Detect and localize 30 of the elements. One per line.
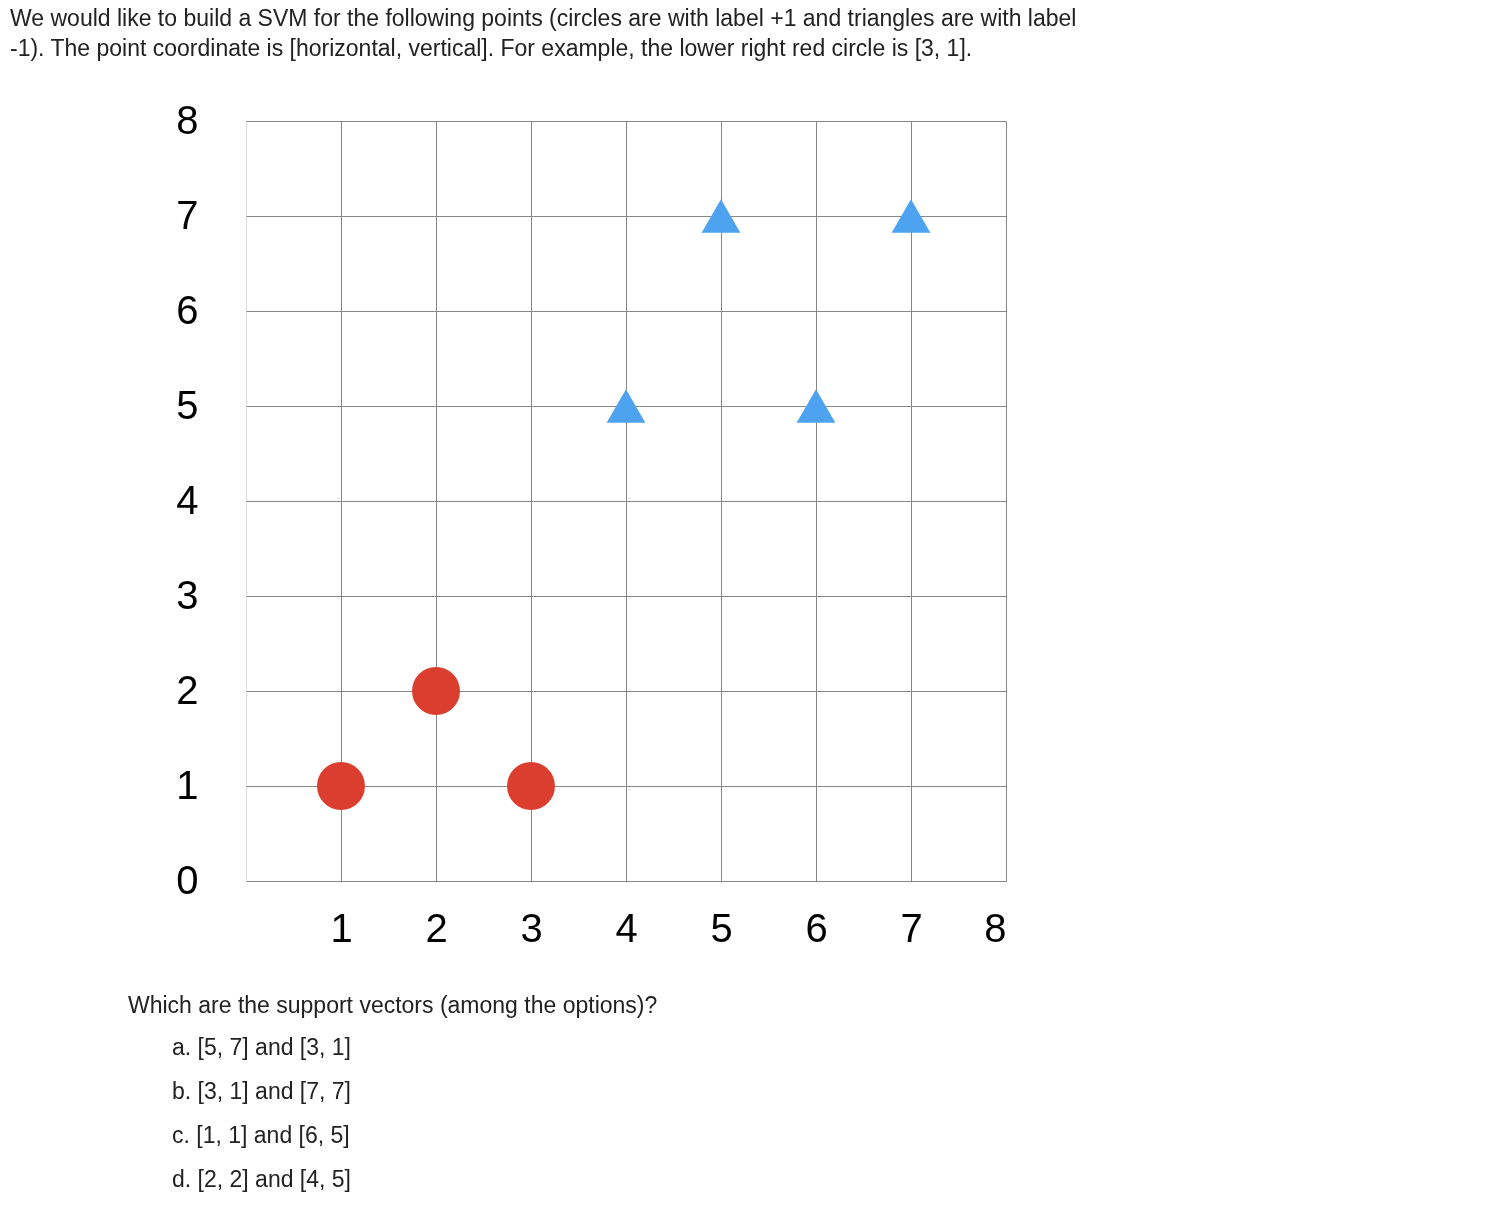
point: [891, 199, 931, 233]
text: b. [3, 1] and [7, 7]: [172, 1078, 352, 1104]
x-tick-label: 6: [805, 905, 828, 950]
text: Which are the support vectors (among the options)?: [128, 992, 658, 1018]
text: d. [2, 2] and [4, 5]: [172, 1166, 352, 1192]
point: [796, 389, 836, 423]
y-tick-label: 8: [176, 97, 199, 142]
y-tick-label: 1: [176, 762, 199, 807]
y-tick-label: 3: [176, 572, 199, 617]
x-tick-label: 5: [710, 905, 733, 950]
chart-title: We would like to build a SVM for the following points (circles are with label +1 and triangles are with label -1). The point coordinate is [horizontal, vertical]. For example, the lower right red circle is [3, 1].: [10, 5, 1077, 61]
y-tick-label: 7: [176, 192, 199, 237]
y-tick-label: 5: [176, 382, 199, 427]
y-tick-label: 4: [176, 477, 199, 522]
point: [317, 762, 365, 810]
point: [412, 667, 460, 715]
x-tick-label: 3: [520, 905, 543, 950]
x-tick-label: 8: [984, 905, 1007, 950]
text: a. [5, 7] and [3, 1]: [172, 1034, 352, 1060]
x-tick-label: 4: [615, 905, 638, 950]
point: [606, 389, 646, 423]
y-tick-label: 2: [176, 667, 199, 712]
y-tick-label: 0: [176, 857, 199, 902]
x-tick-label: 2: [425, 905, 448, 950]
y-tick-label: 6: [176, 287, 199, 332]
x-tick-label: 1: [330, 905, 353, 950]
point: [701, 199, 741, 233]
x-tick-label: 7: [900, 905, 923, 950]
text: c. [1, 1] and [6, 5]: [172, 1122, 350, 1148]
point: [507, 762, 555, 810]
